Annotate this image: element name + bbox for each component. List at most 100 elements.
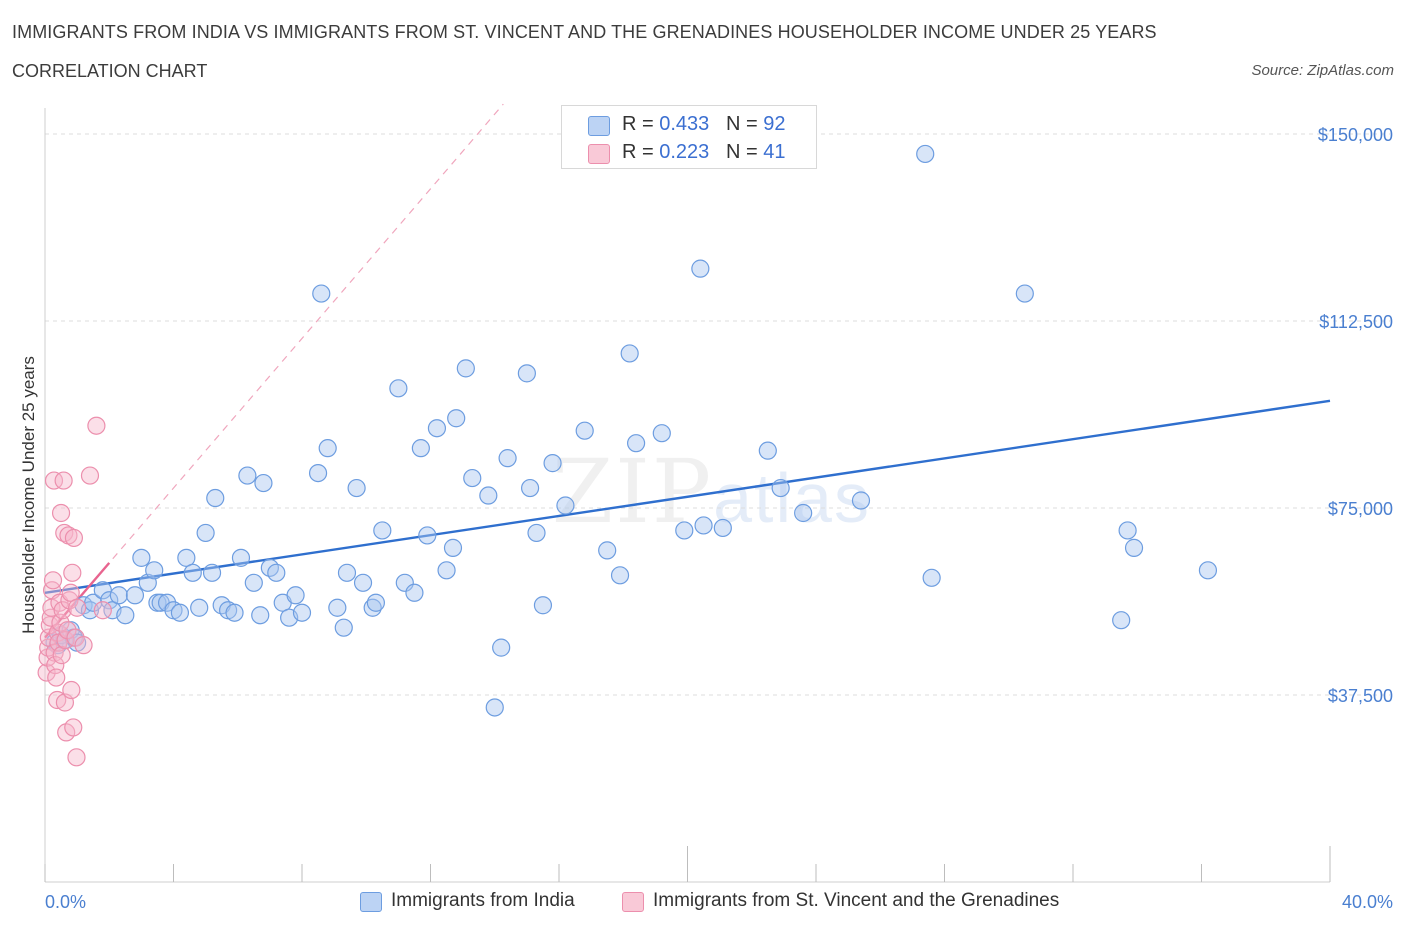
india-point (244, 573, 263, 592)
india-point (456, 359, 475, 378)
bottom-legend-label-india: Immigrants from India (391, 890, 575, 911)
india-point (231, 548, 251, 567)
stvincent-point (43, 571, 63, 590)
india-point (251, 606, 270, 625)
india-point (308, 463, 328, 483)
india-point (286, 586, 305, 605)
india-point (533, 596, 553, 615)
india-point (328, 598, 347, 617)
india-point (479, 486, 498, 505)
india-point (373, 521, 392, 540)
legend-r-value-stvincent: 0.223 (659, 141, 710, 163)
india-point (492, 638, 511, 657)
stvincent-point (68, 598, 87, 617)
y-tick-label: $150,000 (1318, 125, 1393, 145)
india-point (411, 439, 430, 458)
india-point (691, 259, 710, 278)
india-point (1112, 611, 1131, 630)
india-point (1124, 538, 1144, 557)
stvincent-point (52, 646, 71, 665)
india-point (463, 468, 482, 488)
india-point (517, 364, 536, 383)
india-point (713, 518, 732, 538)
india-point (389, 379, 408, 398)
india-point (556, 496, 575, 515)
y-tick-label: $37,500 (1328, 686, 1393, 706)
india-point (443, 538, 463, 557)
bottom-legend-label-stvincent: Immigrants from St. Vincent and the Gren… (653, 890, 1060, 911)
india-point (312, 284, 331, 303)
india-point (498, 449, 517, 468)
stvincent-point (62, 680, 81, 700)
axis-labels: $37,500 $75,000 $112,500 $150,000 0.0% 40.0% H… (19, 125, 1393, 912)
india-point (771, 478, 790, 498)
stvincent-point (54, 471, 73, 490)
stvincent-trend-extension (44, 103, 504, 639)
india-point (206, 488, 225, 508)
india-point (758, 441, 777, 460)
stvincent-point (63, 563, 82, 582)
india-point (427, 419, 447, 438)
india-point (598, 541, 617, 560)
india-point (337, 563, 357, 582)
india-point (610, 566, 630, 585)
india-point (347, 478, 366, 498)
india-point (100, 591, 119, 610)
india-point (794, 503, 813, 523)
source-label: Source: ZipAtlas.com (1251, 62, 1394, 79)
india-point (132, 548, 151, 567)
india-point (318, 439, 337, 458)
legend-r-label-stvincent: R = (622, 141, 660, 163)
india-point (190, 598, 209, 617)
india-point (447, 409, 466, 428)
legend-r-label-india: R = (622, 113, 660, 135)
chart-title: IMMIGRANTS FROM INDIA VS IMMIGRANTS FROM… (12, 22, 1157, 42)
india-point (575, 421, 594, 440)
bottom-legend-swatch-india (360, 892, 382, 912)
stvincent-point (64, 528, 84, 548)
india-point (1015, 284, 1034, 303)
india-point (922, 568, 941, 587)
india-point (116, 606, 135, 625)
stvincent-point (47, 668, 66, 687)
india-point (225, 603, 244, 622)
stvincent-point (74, 636, 93, 655)
india-point (485, 698, 504, 717)
grid-lines (45, 133, 1390, 696)
stvincent-point (53, 601, 72, 620)
stvincent-point (60, 591, 79, 610)
india-point (170, 603, 190, 622)
india-point (437, 561, 456, 580)
chart-subtitle: CORRELATION CHART (12, 61, 208, 81)
india-point (620, 344, 639, 363)
zipatlas-watermark: ZIPatlas (552, 440, 871, 543)
india-point (353, 573, 373, 592)
x-tick-label-start: 0.0% (45, 892, 86, 912)
india-point (238, 466, 257, 485)
legend-text-india: R = 0.433 N = 92 (622, 113, 785, 136)
india-point (395, 573, 414, 592)
stvincent-point (87, 416, 106, 435)
india-point (405, 583, 424, 602)
legend-n-label-stvincent: N = (725, 141, 764, 163)
india-point (527, 523, 546, 543)
legend-n-value-india: 92 (763, 113, 786, 135)
india-point (1198, 561, 1218, 580)
bottom-legend-swatch-stvincent (622, 892, 644, 912)
data-points (37, 144, 1218, 767)
india-point (626, 434, 646, 453)
india-point (1118, 521, 1137, 540)
india-trend-line (44, 399, 1331, 594)
stvincent-point (93, 601, 112, 620)
stvincent-point (64, 718, 83, 737)
watermark-zip: ZIP (552, 440, 714, 543)
y-tick-label: $75,000 (1328, 499, 1393, 519)
india-point (543, 454, 562, 473)
legend-swatch-india (588, 116, 610, 136)
india-point (418, 526, 437, 545)
india-point (334, 618, 353, 637)
india-point (202, 563, 222, 582)
india-point (267, 563, 286, 582)
legend-swatch-stvincent (588, 144, 610, 164)
